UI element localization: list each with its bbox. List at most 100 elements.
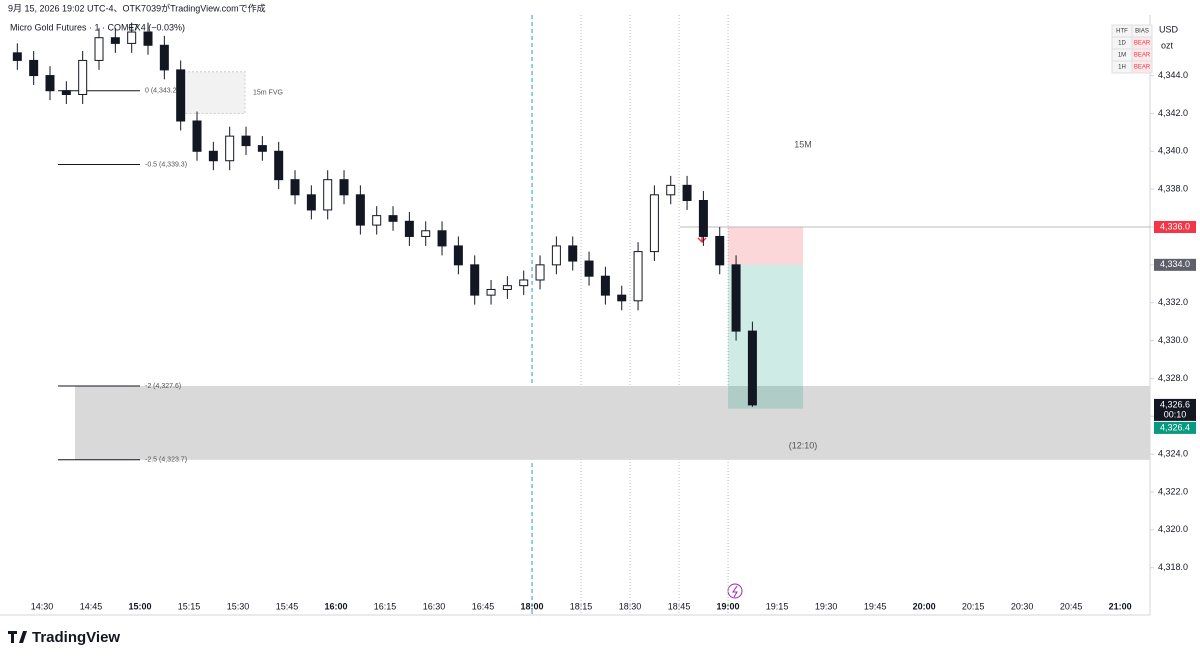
candle-body — [29, 59, 39, 77]
table-text: HTF — [1116, 29, 1128, 35]
currency: USD — [1159, 24, 1179, 34]
candle-body — [372, 215, 382, 226]
x-tick-label: 16:30 — [423, 601, 446, 611]
candle-body — [274, 150, 284, 181]
x-tick-label: 18:45 — [668, 601, 691, 611]
candle-body — [257, 145, 267, 152]
table-cell — [1131, 60, 1153, 74]
candle-body — [12, 52, 22, 61]
logo-icon — [8, 631, 27, 643]
header-info: 9月 15, 2026 19:02 UTC-4、OTK7039がTradingV… — [8, 2, 266, 13]
x-tick-label: 14:45 — [80, 601, 103, 611]
x-tick-label: 15:00 — [128, 601, 151, 611]
candle-body — [241, 135, 251, 147]
x-tick-label: 19:45 — [864, 601, 887, 611]
candle-body — [421, 230, 431, 237]
y-tick-label: 4,340.0 — [1158, 146, 1188, 156]
price-label-bg — [1154, 258, 1196, 271]
timeframe-label: 15M — [794, 139, 812, 149]
price-label: 4,334.0 — [1160, 259, 1190, 269]
fvg-box — [179, 71, 246, 114]
y-tick-label: 4,318.0 — [1158, 562, 1188, 572]
x-tick-label: 20:15 — [962, 601, 985, 611]
target-zone — [75, 385, 1150, 460]
stop-zone — [728, 226, 804, 265]
price-label-timer: 00:10 — [1164, 409, 1187, 419]
candle-body — [290, 179, 300, 196]
candle-body — [649, 194, 659, 253]
table-text: BIAS — [1135, 29, 1149, 35]
candle-body — [339, 179, 349, 196]
y-tick-label: 4,328.0 — [1158, 373, 1188, 383]
candle-body — [551, 245, 561, 266]
fib-label: -2 (4,327.6) — [145, 383, 181, 390]
table-text: 1D — [1118, 41, 1126, 47]
y-tick-label: 4,322.0 — [1158, 486, 1188, 496]
x-tick-label: 16:45 — [472, 601, 495, 611]
candle-body — [437, 230, 447, 247]
table-text: BEAR — [1134, 41, 1151, 47]
x-tick-label: 18:15 — [570, 601, 593, 611]
x-tick-label: 15:15 — [178, 601, 201, 611]
price-label: 4,326.4 — [1160, 422, 1190, 432]
candle-body — [470, 264, 480, 296]
candle-body — [682, 184, 692, 201]
fib-label: -2.5 (4,323.7) — [145, 457, 187, 464]
candle-body — [747, 330, 757, 406]
price-label-bg — [1154, 220, 1196, 233]
candle-body — [731, 264, 741, 332]
y-tick-label: 4,332.0 — [1158, 297, 1188, 307]
x-tick-label: 19:00 — [717, 601, 740, 611]
candle-body — [519, 279, 529, 287]
x-tick-label: 16:15 — [374, 601, 397, 611]
candle-body — [225, 135, 235, 162]
price-label: 4,336.0 — [1160, 221, 1190, 231]
candle-body — [192, 120, 202, 152]
countdown-label: (12:10) — [789, 440, 818, 450]
candle-body — [143, 31, 153, 46]
table-text: 1M — [1118, 53, 1126, 59]
x-tick-label: 15:30 — [227, 601, 250, 611]
candle-body — [355, 194, 365, 226]
x-tick-label: 18:00 — [521, 601, 544, 611]
x-tick-label: 19:15 — [766, 601, 789, 611]
change: −7.4 (−0.03%) — [128, 22, 185, 32]
event-bolt — [732, 585, 738, 598]
price-label-bg — [1154, 421, 1196, 434]
y-tick-label: 4,342.0 — [1158, 108, 1188, 118]
x-tick-label: 15:45 — [276, 601, 299, 611]
candle-body — [127, 31, 137, 44]
price-label: 4,326.6 — [1160, 399, 1190, 409]
candle-body — [404, 220, 414, 237]
x-tick-label: 16:00 — [325, 601, 348, 611]
candle-body — [306, 194, 316, 211]
candle-body — [715, 235, 725, 266]
candle-body — [208, 150, 218, 162]
fib-label: 0 (4,343.2) — [145, 88, 179, 95]
candle-body — [666, 184, 676, 196]
x-tick-label: 21:00 — [1109, 601, 1132, 611]
fib-label: -0.5 (4,339.3) — [145, 161, 187, 168]
table-text: BEAR — [1134, 65, 1151, 71]
y-tick-label: 4,330.0 — [1158, 335, 1188, 345]
candle-body — [584, 260, 594, 277]
candle-body — [94, 37, 104, 61]
x-tick-label: 20:30 — [1011, 601, 1034, 611]
candle-body — [159, 44, 169, 71]
candle-body — [633, 251, 643, 302]
candle-body — [568, 245, 578, 262]
candle-body — [176, 69, 186, 122]
candle-body — [698, 199, 708, 237]
candle-body — [110, 37, 120, 44]
candle-body — [502, 285, 512, 290]
x-tick-label: 18:30 — [619, 601, 642, 611]
candle-body — [535, 264, 545, 281]
x-tick-label: 19:30 — [815, 601, 838, 611]
fvg-label: 15m FVG — [253, 89, 283, 96]
unit: ozt — [1161, 40, 1174, 50]
x-tick-label: 14:30 — [31, 601, 54, 611]
y-tick-label: 4,324.0 — [1158, 448, 1188, 458]
logo: TradingView — [32, 629, 120, 646]
table-text: 1H — [1118, 65, 1126, 71]
